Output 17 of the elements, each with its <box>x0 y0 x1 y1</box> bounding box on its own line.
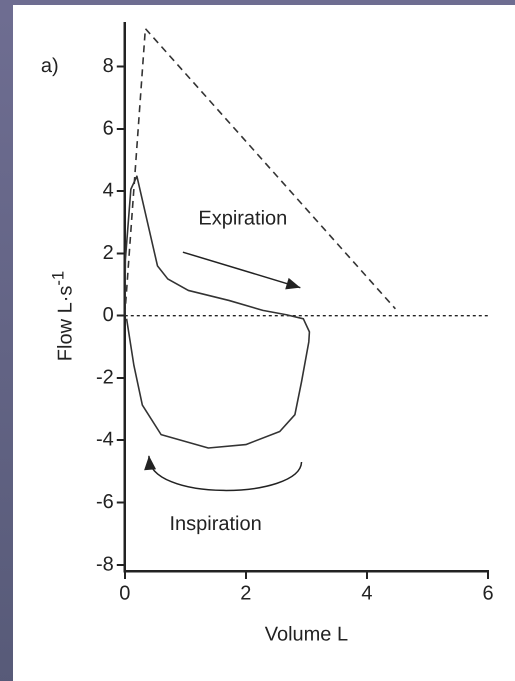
annotation: Expiration <box>198 208 288 230</box>
x-tick-label: 0 <box>119 582 130 605</box>
annotation: Inspiration <box>169 512 262 535</box>
y-tick-label: 4 <box>102 180 114 202</box>
x-axis-title: Volume L <box>264 624 348 646</box>
x-tick-label: 4 <box>361 582 372 605</box>
y-tick-label: 6 <box>102 117 114 140</box>
text: a) <box>40 55 59 78</box>
y-tick-label: 2 <box>102 242 114 264</box>
y-tick-label: 0 <box>102 304 114 326</box>
x-tick-label: 2 <box>240 582 252 605</box>
y-tick-label: -6 <box>96 491 114 514</box>
x-tick-label: 6 <box>482 582 494 605</box>
y-tick-label: -4 <box>96 428 114 451</box>
y-tick-label: -8 <box>96 553 114 576</box>
y-tick-label: -2 <box>96 366 114 388</box>
y-tick-label: 8 <box>102 55 114 78</box>
